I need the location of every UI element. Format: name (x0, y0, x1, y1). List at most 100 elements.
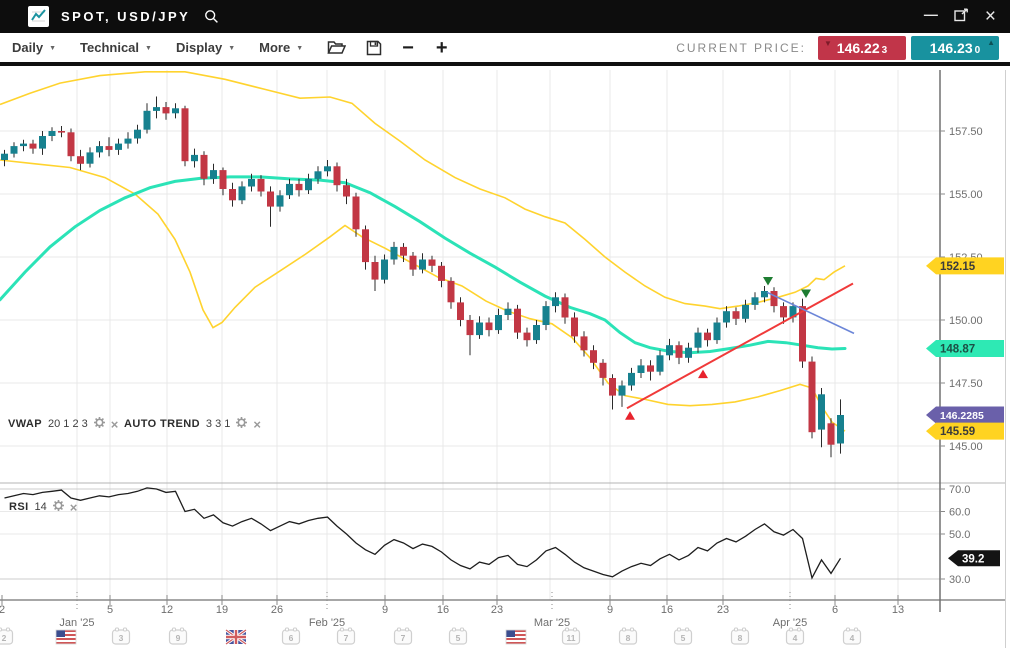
more-menu-label: More (259, 40, 291, 55)
price-badge: 145.59 (926, 422, 1004, 440)
open-file-icon[interactable] (327, 40, 347, 55)
app-logo-icon (28, 6, 49, 27)
calendar-event-icon[interactable]: 7 (336, 627, 356, 645)
rsi-tick-label: 70.0 (949, 484, 970, 496)
date-tick-label: 5 (107, 604, 113, 616)
calendar-event-icon[interactable]: 11 (561, 627, 581, 645)
popout-icon[interactable] (954, 8, 969, 25)
calendar-event-icon[interactable]: 6 (281, 627, 301, 645)
bollinger-lower-band[interactable] (0, 159, 846, 432)
date-tick-label: 6 (832, 604, 838, 616)
price-tick-label: 147.50 (949, 378, 983, 390)
svg-text:5: 5 (456, 633, 461, 643)
rsi-badge: 39.2 (948, 550, 1000, 567)
svg-text:11: 11 (567, 633, 576, 643)
svg-text:3: 3 (119, 633, 124, 643)
up-triangle-marker (698, 369, 708, 379)
us-flag-icon[interactable] (55, 629, 77, 645)
date-tick-label: 19 (216, 604, 228, 616)
technical-menu[interactable]: Technical ▼ (80, 40, 152, 55)
rsi-tick-label: 30.0 (949, 574, 970, 586)
price-tick-label: 157.50 (949, 126, 983, 138)
date-tick-label: 12 (161, 604, 173, 616)
vwap-line[interactable] (0, 175, 847, 355)
ask-price-badge: 146.23 0 ▲ (911, 35, 999, 60)
autotrend-indicator-params: 3 3 1 (205, 418, 231, 430)
calendar-event-icon[interactable]: 5 (673, 627, 693, 645)
calendar-event-icon[interactable]: 8 (730, 627, 750, 645)
trade-markers (625, 276, 811, 420)
rsi-settings-gear-icon[interactable] (52, 500, 64, 514)
svg-text:4: 4 (793, 633, 798, 643)
svg-text:4: 4 (850, 633, 855, 643)
price-up-arrow-icon: ▲ (987, 37, 995, 47)
up-triangle-marker (625, 411, 635, 420)
svg-text:9: 9 (176, 633, 181, 643)
calendar-event-icon[interactable]: 5 (448, 627, 468, 645)
vwap-indicator-params: 20 1 2 3 (48, 418, 88, 430)
display-menu-label: Display (175, 40, 223, 55)
chart-canvas[interactable]: 157.50155.00152.50150.00147.50145.0070.0… (0, 70, 1010, 648)
chart-toolbar: Daily ▼ Technical ▼ Display ▼ More ▼ − +… (0, 33, 1010, 66)
price-badge: 148.87 (926, 339, 1004, 357)
autotrend-settings-gear-icon[interactable] (236, 417, 248, 431)
vwap-indicator-name: VWAP (8, 418, 42, 430)
calendar-event-icon[interactable]: 2 (0, 627, 14, 645)
display-menu[interactable]: Display ▼ (176, 40, 235, 55)
rsi-tick-label: 60.0 (949, 507, 970, 519)
svg-text:152.15: 152.15 (940, 261, 976, 273)
close-button[interactable]: × (984, 5, 996, 27)
svg-text:148.87: 148.87 (940, 343, 975, 355)
us-flag-icon[interactable] (505, 629, 527, 645)
date-tick-label: 9 (607, 604, 613, 616)
minimize-button[interactable]: — (923, 5, 938, 22)
x-axis-labels: 2 5 12 19 26 9 16 23 9 16 23 6 13 Jan '25 Feb '25 Mar '… (0, 592, 904, 629)
uk-flag-icon[interactable] (225, 628, 247, 646)
rsi-tick-label: 50.0 (949, 529, 970, 541)
vwap-remove-icon[interactable]: × (110, 416, 119, 432)
vwap-settings-gear-icon[interactable] (93, 417, 105, 431)
ask-price-value: 146.23 (929, 39, 973, 56)
calendar-event-icon[interactable]: 9 (168, 627, 188, 645)
autotrend-indicator-name: AUTO TREND (124, 418, 200, 430)
svg-text:8: 8 (626, 633, 631, 643)
vwap-indicator-label: VWAP 20 1 2 3 × (8, 417, 118, 431)
svg-text:7: 7 (344, 633, 349, 643)
candlestick-series[interactable] (1, 96, 844, 458)
search-icon[interactable] (204, 9, 219, 24)
date-tick-label: 13 (892, 604, 904, 616)
calendar-event-icon[interactable]: 4 (785, 627, 805, 645)
calendar-event-icon[interactable]: 4 (842, 627, 862, 645)
date-tick-label: 23 (491, 604, 503, 616)
calendar-event-icon[interactable]: 7 (393, 627, 413, 645)
rsi-remove-icon[interactable]: × (69, 499, 78, 515)
date-tick-label: 23 (717, 604, 729, 616)
month-label: Feb '25 (309, 617, 345, 629)
date-tick-label: 9 (382, 604, 388, 616)
zoom-in-button[interactable]: + (435, 36, 448, 59)
zoom-out-button[interactable]: − (402, 36, 414, 59)
autotrend-remove-icon[interactable]: × (253, 416, 261, 432)
bid-price-value: 146.22 (836, 39, 880, 56)
current-price-label: CURRENT PRICE: (676, 40, 806, 55)
more-menu[interactable]: More ▼ (259, 40, 303, 55)
technical-menu-label: Technical (80, 40, 140, 55)
timeframe-menu-label: Daily (12, 40, 44, 55)
date-tick-label: 16 (661, 604, 673, 616)
calendar-event-icon[interactable]: 3 (111, 627, 131, 645)
chevron-down-icon: ▼ (296, 45, 304, 52)
calendar-event-icon[interactable]: 8 (618, 627, 638, 645)
price-down-arrow-icon: ▼ (824, 38, 832, 48)
save-icon[interactable] (366, 40, 382, 56)
rsi-line (4, 487, 842, 580)
month-label: Mar '25 (534, 617, 570, 629)
resistance-trendline[interactable] (766, 291, 855, 335)
month-label: Apr '25 (773, 617, 808, 629)
title-bar: SPOT, USD/JPY — × (0, 0, 1010, 33)
price-tick-label: 150.00 (949, 315, 983, 327)
chevron-down-icon: ▼ (49, 45, 57, 52)
support-trendline[interactable] (626, 282, 854, 410)
timeframe-menu[interactable]: Daily ▼ (12, 40, 56, 55)
rsi-indicator-params: 14 (34, 501, 47, 513)
price-tick-label: 155.00 (949, 189, 983, 201)
